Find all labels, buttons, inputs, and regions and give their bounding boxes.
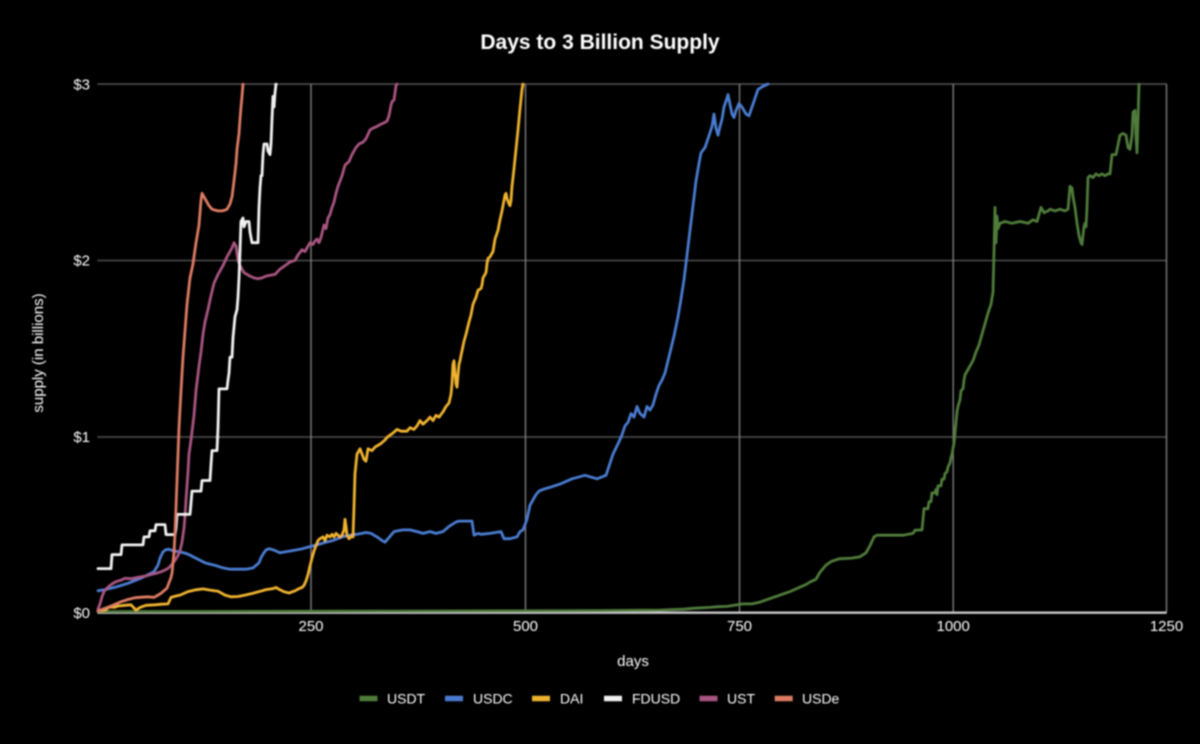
svg-text:750: 750 [727,618,752,635]
svg-text:FDUSD: FDUSD [632,691,680,707]
svg-text:$2: $2 [73,253,90,270]
svg-text:1250: 1250 [1150,618,1183,635]
svg-text:Days to 3 Billion Supply: Days to 3 Billion Supply [480,31,720,54]
svg-text:$1: $1 [73,429,90,446]
svg-text:USDC: USDC [473,691,513,707]
svg-text:USDe: USDe [802,691,840,707]
svg-text:250: 250 [298,618,323,635]
svg-text:500: 500 [513,618,538,635]
svg-text:DAI: DAI [560,691,583,707]
svg-text:USDT: USDT [387,691,426,707]
svg-text:days: days [617,653,649,670]
svg-text:UST: UST [727,691,755,707]
svg-text:1000: 1000 [937,618,970,635]
svg-text:$0: $0 [73,605,90,622]
svg-text:$3: $3 [73,76,90,93]
svg-text:supply (in billions): supply (in billions) [30,293,47,412]
